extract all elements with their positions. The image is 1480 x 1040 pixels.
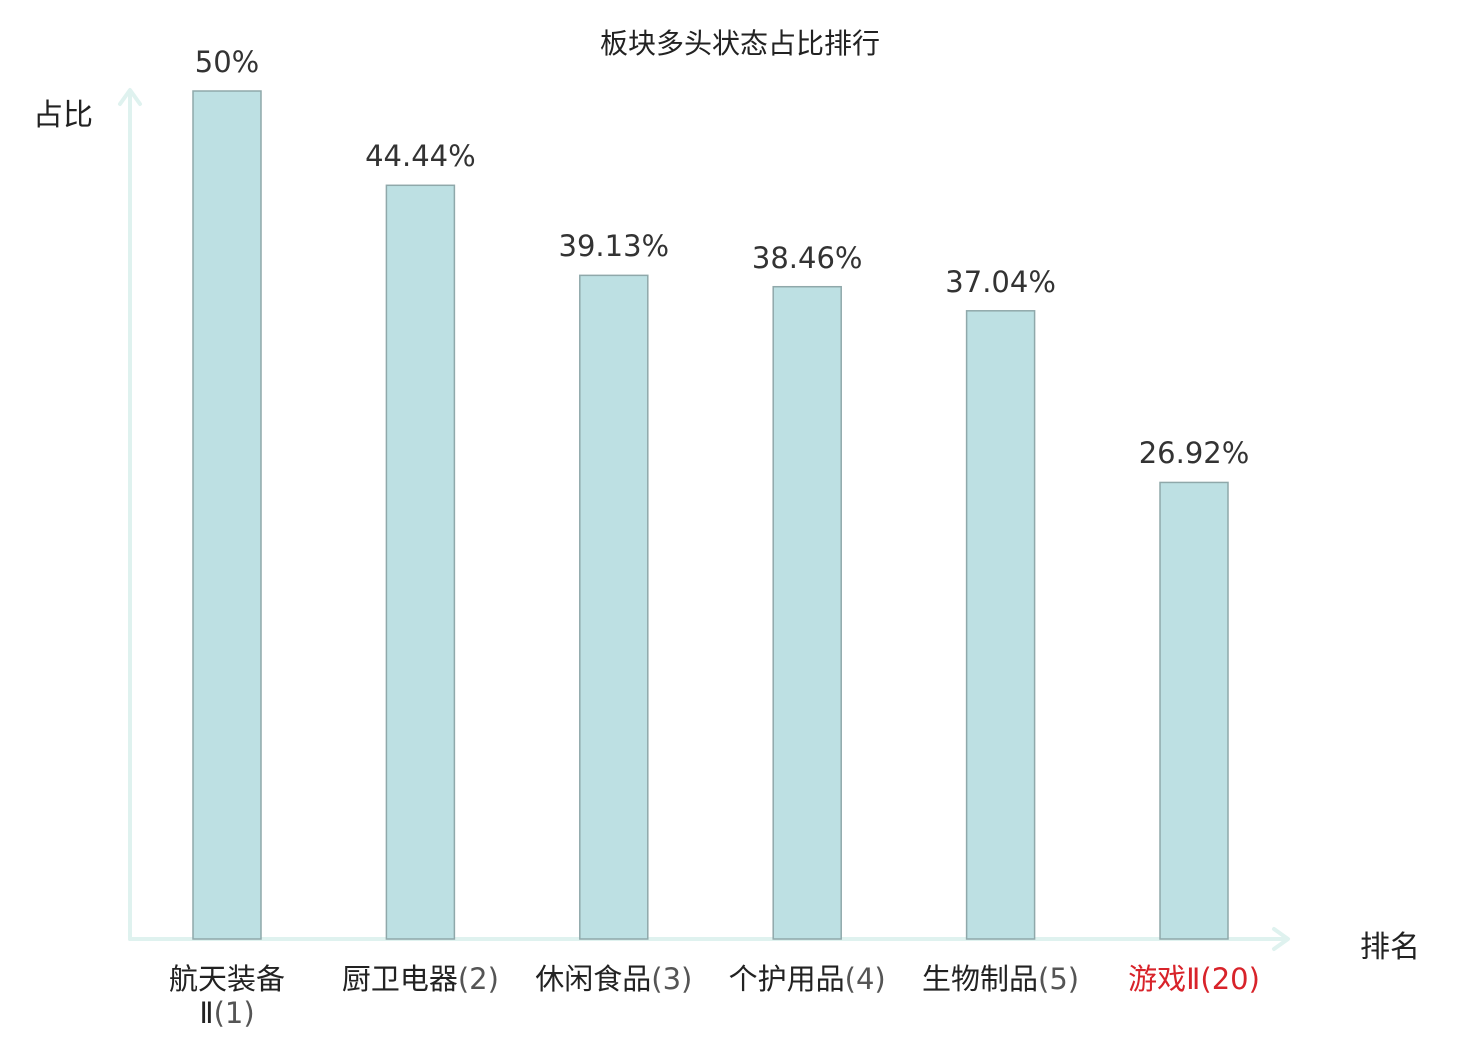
- category-name: 休闲食品: [535, 962, 652, 996]
- category-rank: (4): [844, 962, 886, 996]
- category-name: 生物制品: [922, 962, 1039, 996]
- bar-2: [385, 184, 456, 940]
- category-name: 厨卫电器: [341, 962, 458, 996]
- category-rank: (20): [1200, 962, 1260, 996]
- category-label-6: 游戏Ⅱ(20): [1094, 962, 1294, 996]
- bar-1: [192, 90, 262, 940]
- data-label-6: 26.92%: [1138, 436, 1250, 471]
- x-axis-arrow: [1272, 927, 1290, 951]
- category-label-3: 休闲食品(3): [514, 962, 714, 996]
- bar-5: [965, 310, 1036, 940]
- data-label-1: 50%: [194, 45, 260, 79]
- category-label-4: 个护用品(4): [707, 962, 907, 996]
- data-label-2: 44.44%: [365, 139, 476, 174]
- category-rank: (3): [651, 962, 693, 996]
- data-label-5: 37.04%: [945, 264, 1056, 299]
- category-rank: (1): [213, 996, 255, 1030]
- bar-3: [579, 274, 649, 940]
- category-name: 个护用品: [728, 962, 845, 996]
- category-name: 游戏Ⅱ: [1128, 962, 1201, 996]
- data-label-3: 39.13%: [558, 229, 670, 264]
- y-axis-label: 占比: [33, 98, 93, 133]
- bar-6: [1159, 481, 1229, 940]
- chart-title: 板块多头状态占比排行: [599, 27, 880, 60]
- data-label-4: 38.46%: [751, 240, 863, 275]
- bar-4: [772, 285, 842, 940]
- y-axis-arrow: [118, 88, 142, 106]
- category-label-5: 生物制品(5): [901, 962, 1101, 996]
- category-label-2: 厨卫电器(2): [320, 962, 520, 996]
- category-rank: (5): [1038, 962, 1080, 996]
- category-rank: (2): [457, 962, 499, 996]
- category-label-1: 航天装备Ⅱ(1): [157, 962, 297, 1030]
- category-name: 航天装备Ⅱ: [168, 962, 285, 1030]
- x-axis-label: 排名: [1360, 930, 1420, 965]
